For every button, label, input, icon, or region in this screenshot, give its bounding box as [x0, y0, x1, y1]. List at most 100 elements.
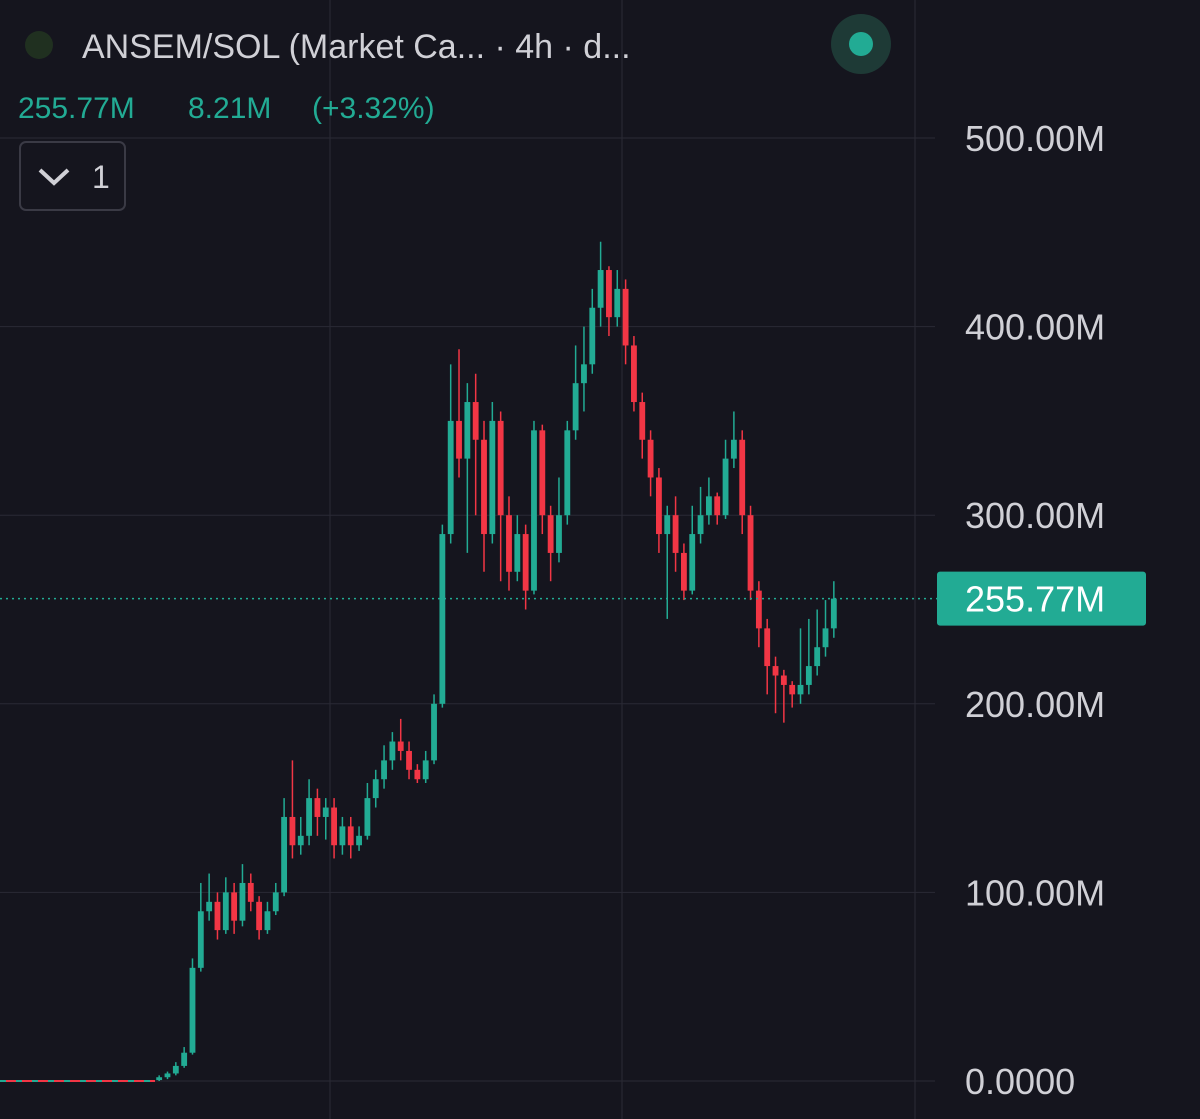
candle-body: [822, 628, 829, 648]
candle: [222, 877, 229, 934]
candle-body: [755, 590, 762, 629]
status-dot: [849, 32, 873, 56]
candle-body: [306, 798, 313, 836]
y-tick-label: 200.00M: [965, 684, 1105, 725]
candle-body: [364, 798, 371, 836]
candle: [322, 798, 329, 840]
candle: [264, 901, 271, 934]
candle-body: [789, 684, 796, 695]
candle-body: [397, 741, 404, 751]
candle-body: [656, 477, 662, 535]
candle: [672, 496, 679, 572]
candle: [639, 392, 646, 459]
candle-body: [531, 430, 537, 591]
candle-body: [614, 288, 621, 318]
collapse-button[interactable]: [19, 141, 126, 211]
candle-body: [189, 967, 196, 1053]
candle: [755, 581, 762, 648]
candle: [714, 492, 721, 525]
candle: [347, 816, 354, 859]
candle: [631, 336, 637, 412]
candle: [397, 718, 404, 761]
candle-body: [572, 383, 579, 431]
candle-body: [564, 430, 571, 516]
candle: [531, 420, 537, 595]
candle: [539, 424, 546, 535]
candle-body: [272, 892, 279, 912]
candle: [197, 882, 204, 972]
candle: [464, 383, 471, 553]
candle-body: [347, 826, 354, 846]
candle-body: [830, 598, 837, 629]
candle: [730, 411, 737, 469]
candle-body: [589, 307, 596, 365]
candle-body: [414, 769, 421, 780]
candle-body: [156, 1077, 163, 1081]
candle: [497, 411, 504, 582]
candle: [722, 439, 729, 519]
candle: [306, 779, 313, 846]
candle-body: [722, 458, 729, 516]
candle: [581, 326, 587, 412]
candle: [622, 279, 629, 365]
candle: [772, 656, 779, 714]
candle: [564, 420, 571, 525]
candle: [739, 430, 746, 535]
candle-body: [172, 1065, 179, 1074]
candle-body: [439, 534, 446, 704]
candle-body: [581, 364, 587, 384]
candle-body: [197, 911, 204, 968]
candle-body: [697, 515, 704, 535]
candle: [431, 694, 437, 765]
candle: [680, 543, 687, 601]
candle: [697, 486, 704, 544]
candle-body: [281, 816, 288, 893]
candle-body: [539, 430, 546, 516]
candle: [764, 618, 771, 695]
candle: [489, 402, 496, 544]
candle: [456, 349, 462, 478]
candle-body: [764, 628, 771, 667]
legend-close: 255.77M: [18, 92, 135, 125]
candle-body: [422, 760, 429, 780]
last-price-tag: [937, 571, 1146, 626]
candle: [422, 750, 429, 784]
candle: [247, 873, 254, 912]
candle-body: [331, 807, 337, 846]
candle: [789, 681, 796, 708]
candle: [172, 1062, 179, 1076]
candle: [522, 524, 529, 610]
chart-title: ANSEM/SOL (Market Ca... · 4h · d...: [82, 28, 631, 66]
candle-body: [339, 826, 346, 846]
candle-body: [739, 439, 746, 516]
candle: [289, 760, 296, 859]
candle: [389, 732, 396, 770]
candle: [256, 896, 263, 940]
candle: [181, 1047, 188, 1068]
candle: [664, 505, 671, 619]
last-price-label: 255.77M: [965, 579, 1105, 620]
candle-body: [747, 515, 754, 591]
candle: [589, 288, 596, 374]
candle-body: [214, 901, 221, 931]
candle-body: [631, 345, 637, 403]
candle: [239, 864, 246, 927]
candle: [705, 477, 712, 525]
candle-body: [164, 1073, 171, 1078]
candle-body: [672, 515, 679, 553]
candle: [797, 628, 804, 704]
candle-body: [814, 647, 821, 667]
candle-body: [472, 402, 479, 440]
candle: [156, 1075, 163, 1081]
candle: [447, 364, 454, 544]
candle: [356, 826, 362, 851]
candle: [814, 609, 821, 676]
candle-body: [289, 816, 296, 846]
candle-body: [547, 515, 554, 553]
candle-body: [556, 515, 562, 553]
candle-body: [506, 515, 512, 572]
candle: [747, 505, 754, 601]
candle: [331, 798, 337, 859]
